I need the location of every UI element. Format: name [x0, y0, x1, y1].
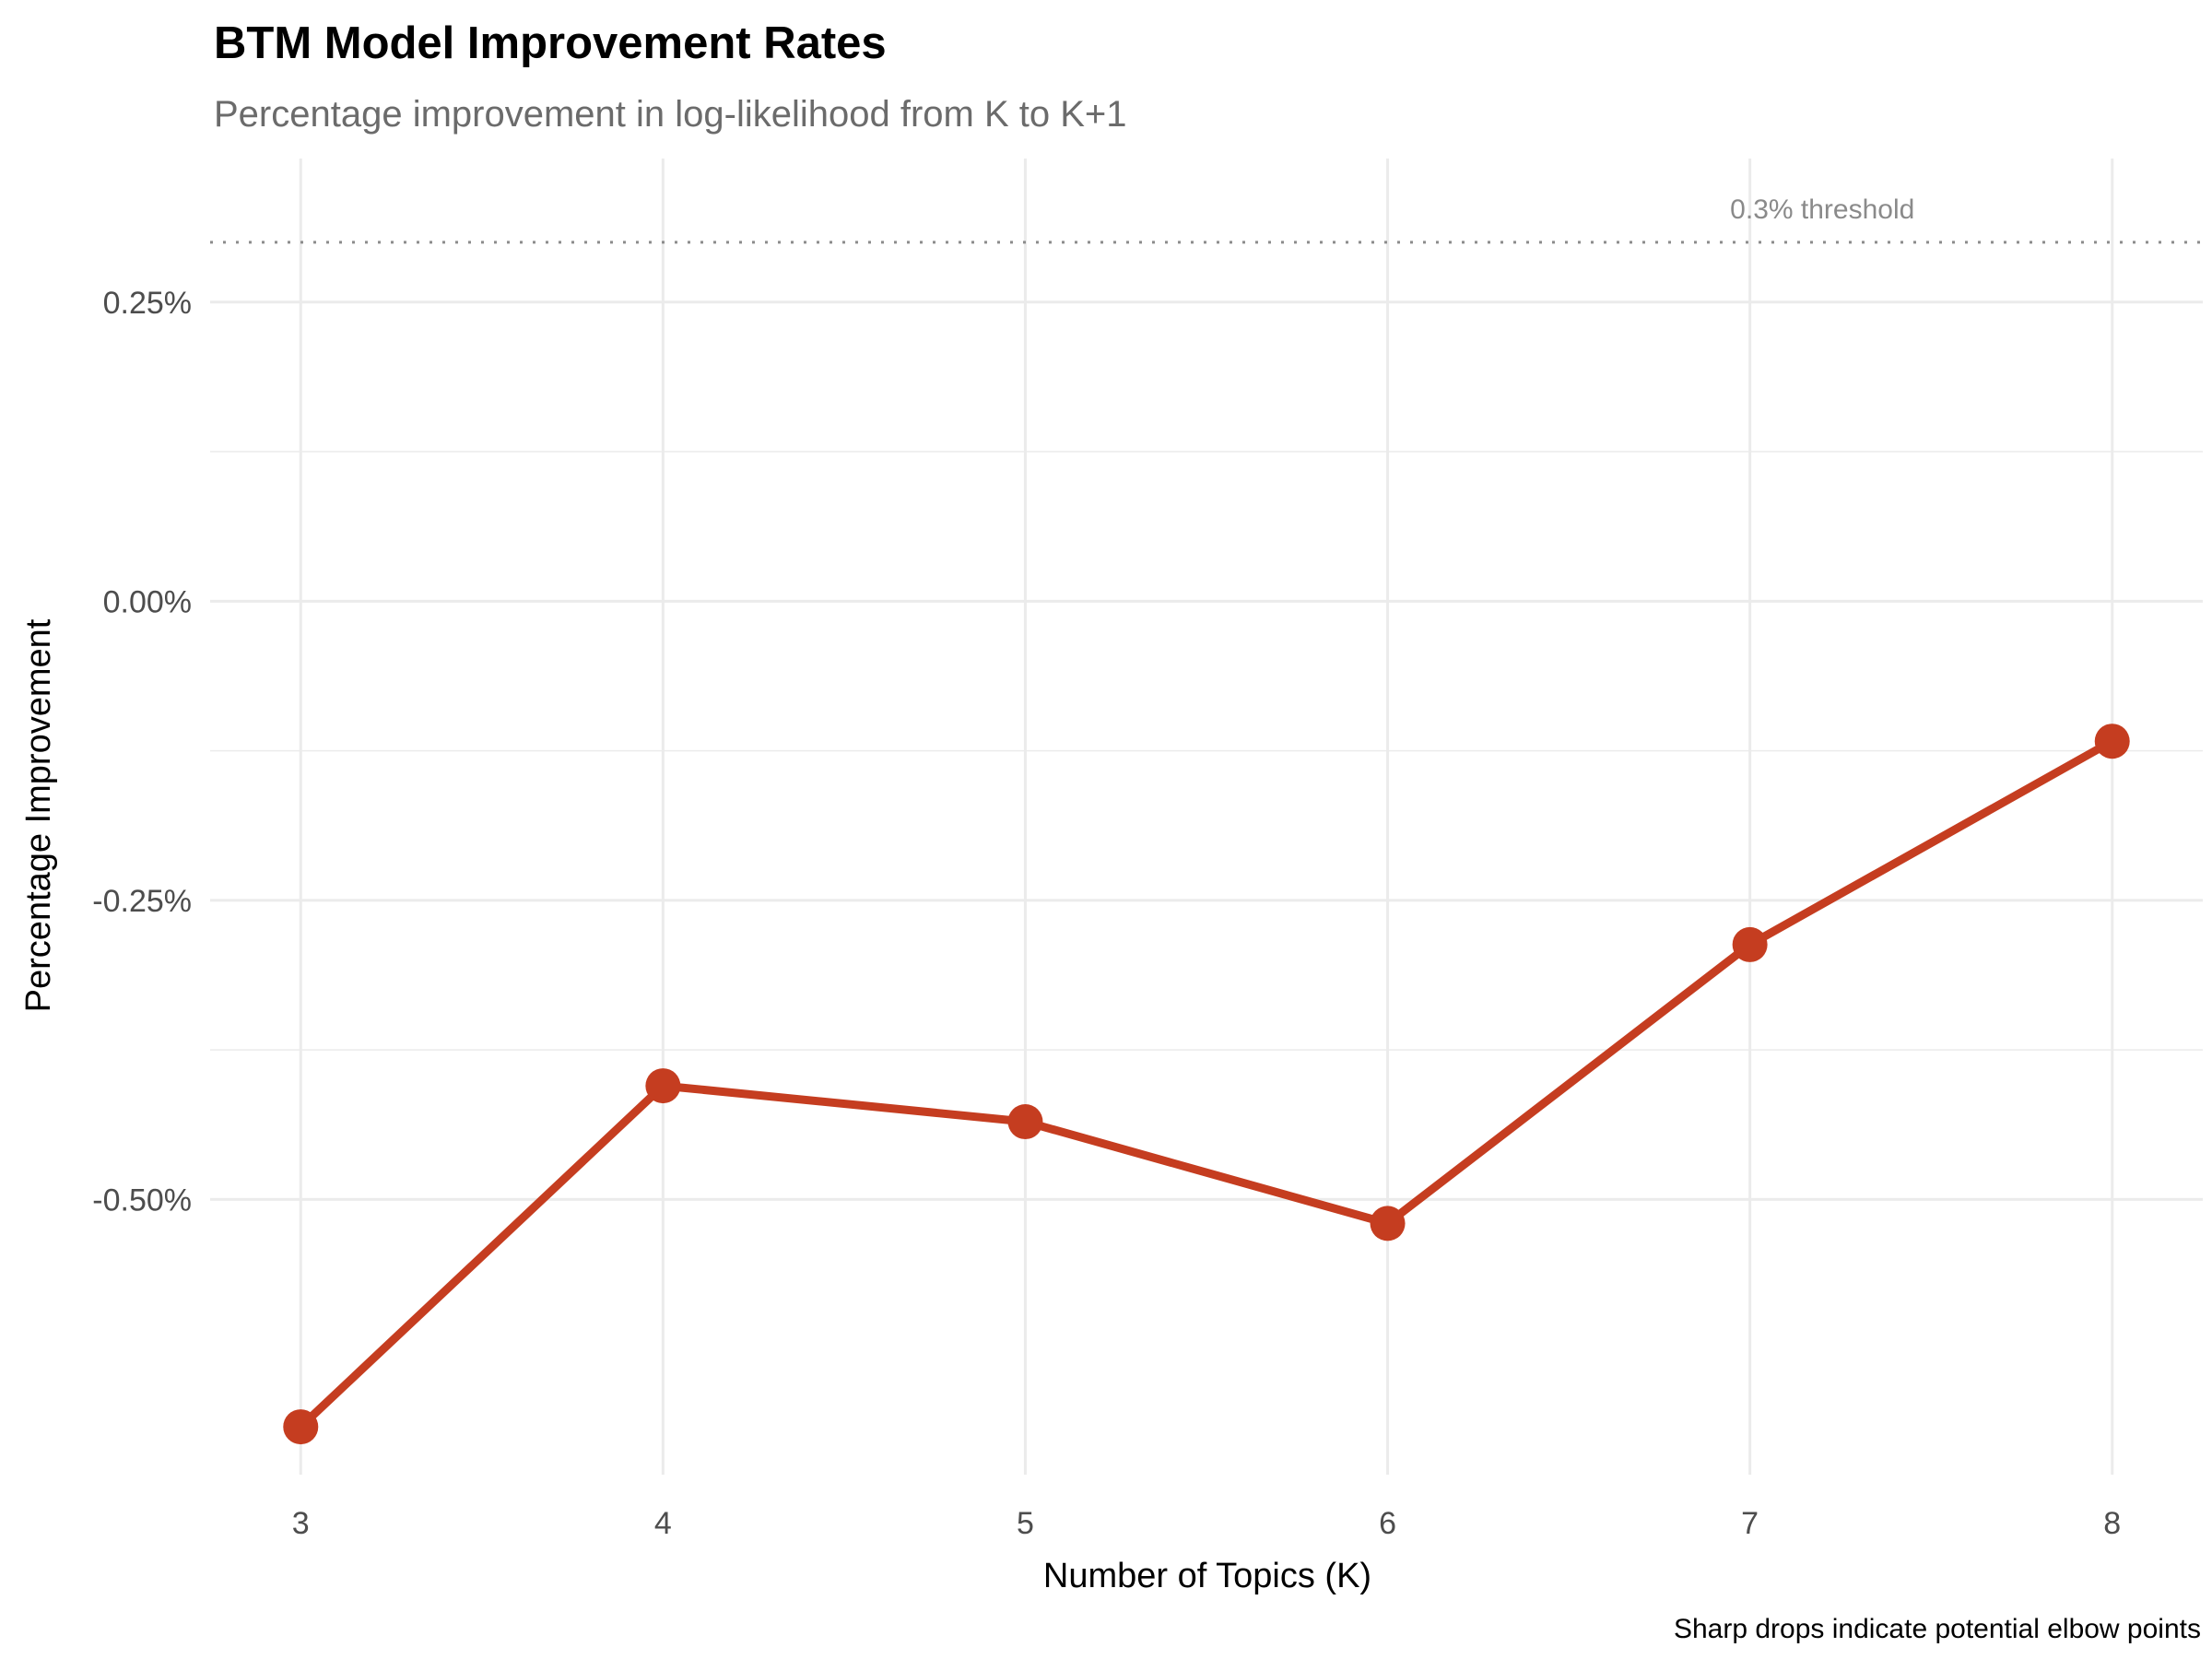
data-point — [2094, 724, 2130, 759]
data-point — [645, 1068, 681, 1104]
x-tick-label: 6 — [1379, 1506, 1396, 1541]
y-tick-label: -0.25% — [92, 884, 192, 919]
chart-title: BTM Model Improvement Rates — [214, 18, 887, 68]
x-axis-label: Number of Topics (K) — [1043, 1557, 1371, 1595]
threshold-label: 0.3% threshold — [1730, 194, 1914, 225]
series-line — [296, 736, 2117, 1431]
data-point — [283, 1409, 319, 1445]
series — [283, 724, 2130, 1445]
data-point — [1007, 1104, 1043, 1140]
x-tick-label: 8 — [2103, 1506, 2121, 1541]
x-tick-label: 5 — [1017, 1506, 1034, 1541]
x-tick-label: 3 — [292, 1506, 310, 1541]
chart-subtitle: Percentage improvement in log-likelihood… — [214, 94, 1127, 135]
data-point — [1732, 926, 1768, 962]
x-tick-label: 7 — [1741, 1506, 1759, 1541]
data-point — [1370, 1206, 1406, 1241]
y-tick-label: 0.25% — [103, 286, 192, 321]
grid — [210, 159, 2203, 1475]
chart-caption: Sharp drops indicate potential elbow poi… — [1674, 1614, 2201, 1644]
ticks: 0.25% 0.00% -0.25% -0.50% 3 4 5 6 7 8 — [92, 286, 2121, 1541]
y-axis-label: Percentage Improvement — [19, 618, 58, 1012]
threshold: 0.3% threshold — [210, 194, 2203, 244]
y-tick-label: 0.00% — [103, 584, 192, 619]
x-tick-label: 4 — [654, 1506, 672, 1541]
y-tick-label: -0.50% — [92, 1182, 192, 1218]
